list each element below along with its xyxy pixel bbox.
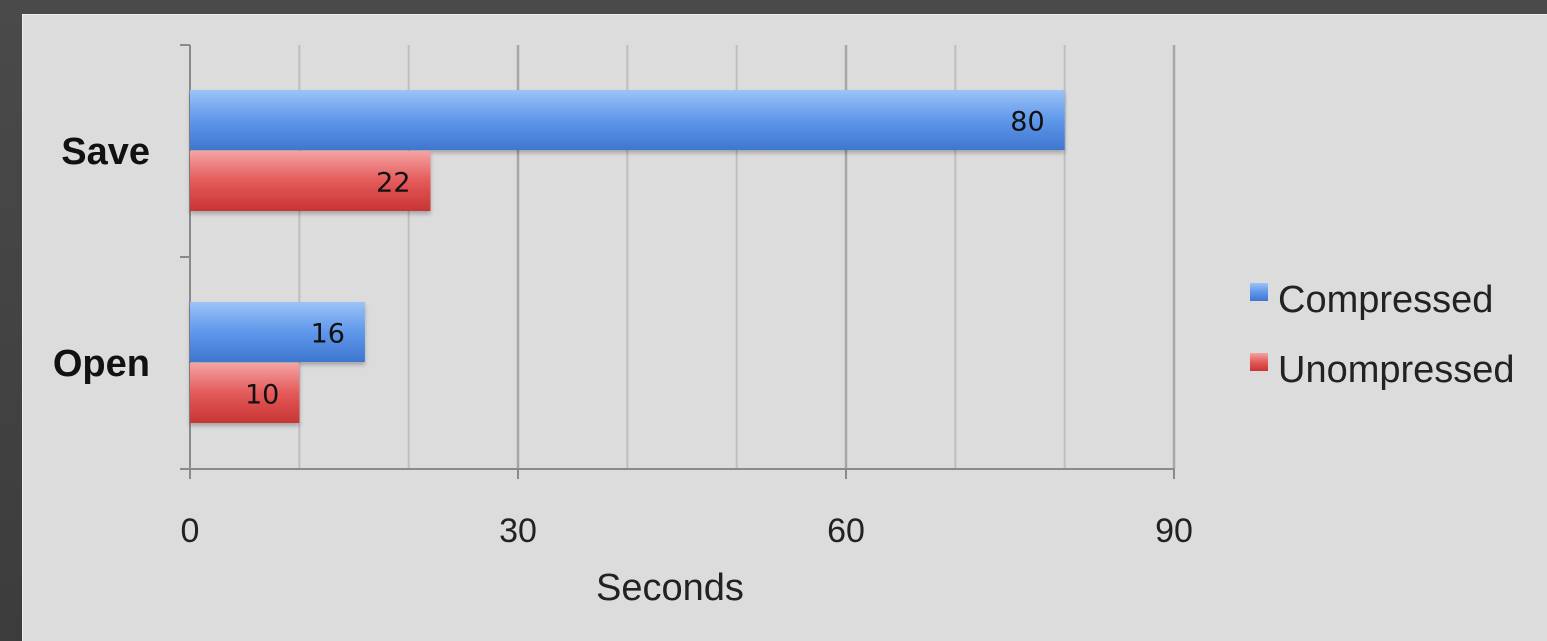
legend-swatch-unompressed: [1250, 353, 1268, 371]
legend-label-unompressed: Unompressed: [1278, 349, 1515, 391]
legend-label-compressed: Compressed: [1278, 279, 1493, 321]
legend: Compressed Unompressed: [1250, 279, 1515, 391]
bar-compressed-save: [190, 90, 1065, 150]
data-label: 80: [1010, 107, 1044, 138]
bar-unompressed-open: [190, 363, 300, 423]
x-tick-label: 60: [827, 512, 865, 550]
bar-compressed-open: [190, 302, 365, 362]
labels: 0 30 60 90 Seconds Save 80 22 Open 16 10: [53, 107, 1193, 610]
x-tick-label: 0: [181, 512, 200, 550]
bar-unompressed-save: [190, 151, 431, 211]
category-label-open: Open: [53, 343, 150, 385]
data-label: 22: [376, 168, 410, 199]
data-label: 10: [245, 380, 279, 411]
data-label: 16: [311, 319, 345, 350]
category-label-save: Save: [61, 131, 150, 173]
legend-swatch-compressed: [1250, 283, 1268, 301]
x-axis-title: Seconds: [596, 567, 744, 609]
x-tick-label: 90: [1155, 512, 1193, 550]
x-tick-label: 30: [499, 512, 537, 550]
bars: [190, 90, 1065, 423]
